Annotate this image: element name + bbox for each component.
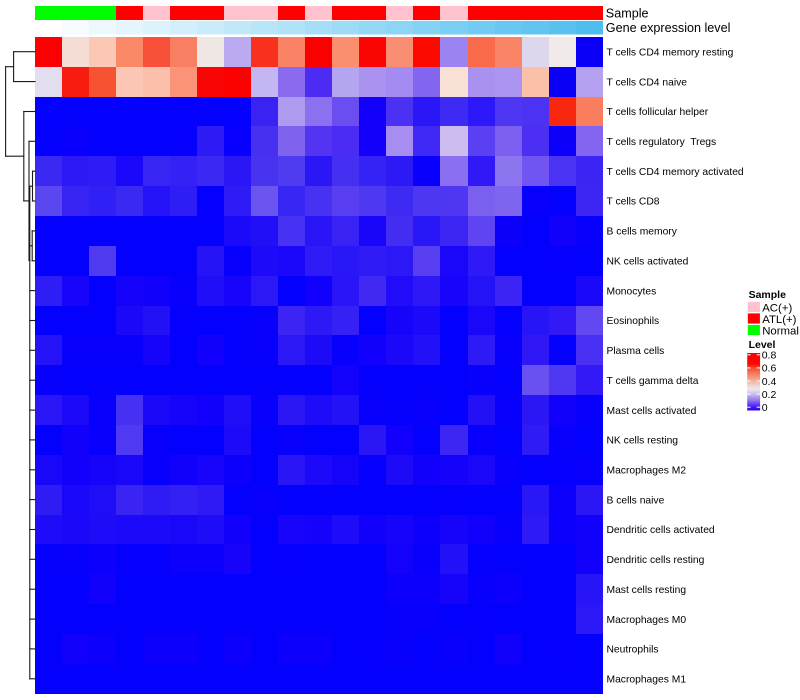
svg-text:Normal: Normal bbox=[762, 325, 799, 337]
svg-text:Gene expression level: Gene expression level bbox=[606, 21, 731, 35]
svg-text:Mast cells activated: Mast cells activated bbox=[607, 406, 697, 417]
svg-text:T cells CD8: T cells CD8 bbox=[607, 197, 660, 208]
svg-text:Macrophages M0: Macrophages M0 bbox=[607, 615, 687, 626]
svg-text:Dendritic cells resting: Dendritic cells resting bbox=[607, 555, 705, 566]
svg-text:T cells CD4 memory resting: T cells CD4 memory resting bbox=[607, 47, 734, 58]
svg-text:Plasma cells: Plasma cells bbox=[607, 346, 665, 357]
svg-text:0.6: 0.6 bbox=[762, 363, 777, 375]
svg-text:T cells CD4 memory activated: T cells CD4 memory activated bbox=[607, 167, 744, 178]
svg-text:0.8: 0.8 bbox=[762, 350, 777, 362]
svg-text:0.4: 0.4 bbox=[762, 376, 777, 388]
svg-text:Monocytes: Monocytes bbox=[607, 286, 657, 297]
svg-text:Macrophages M2: Macrophages M2 bbox=[607, 466, 687, 477]
svg-text:0.2: 0.2 bbox=[762, 389, 777, 401]
svg-text:0: 0 bbox=[762, 402, 768, 414]
svg-text:B cells memory: B cells memory bbox=[607, 227, 678, 238]
svg-text:T cells CD4 naive: T cells CD4 naive bbox=[607, 77, 688, 88]
svg-text:NK cells resting: NK cells resting bbox=[607, 436, 679, 447]
svg-text:T cells gamma delta: T cells gamma delta bbox=[607, 376, 699, 387]
svg-text:Dendritic cells activated: Dendritic cells activated bbox=[607, 525, 715, 536]
svg-text:NK cells activated: NK cells activated bbox=[607, 256, 689, 267]
svg-text:AC(+): AC(+) bbox=[762, 302, 792, 314]
svg-text:Sample: Sample bbox=[606, 7, 649, 21]
svg-text:Neutrophils: Neutrophils bbox=[607, 645, 659, 656]
svg-text:T cells follicular helper: T cells follicular helper bbox=[607, 107, 709, 118]
svg-text:Eosinophils: Eosinophils bbox=[607, 316, 660, 327]
svg-text:Macrophages M1: Macrophages M1 bbox=[607, 675, 687, 686]
svg-text:Sample: Sample bbox=[749, 289, 787, 301]
svg-text:B cells naive: B cells naive bbox=[607, 495, 665, 506]
svg-text:T cells regulatory Tregs: T cells regulatory Tregs bbox=[607, 137, 717, 148]
svg-text:Mast cells resting: Mast cells resting bbox=[607, 585, 687, 596]
svg-text:ATL(+): ATL(+) bbox=[762, 314, 796, 326]
svg-text:Level: Level bbox=[749, 339, 776, 351]
